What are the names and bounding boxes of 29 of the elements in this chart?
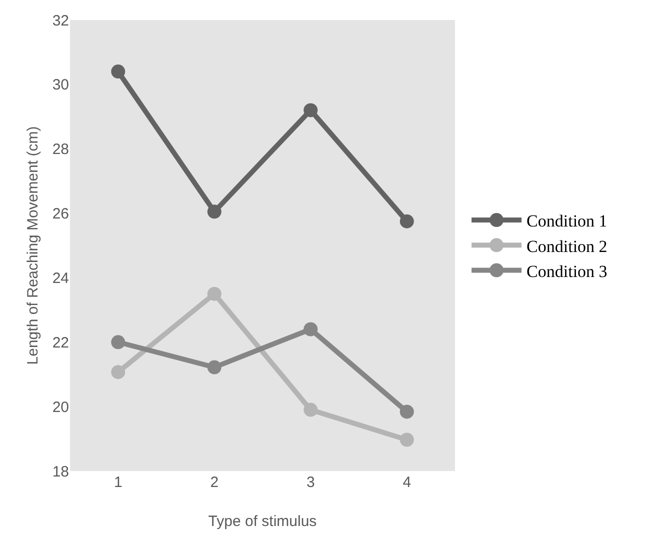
point	[400, 432, 414, 447]
point	[304, 322, 318, 336]
y-tick-label: 18	[52, 463, 69, 480]
legend-label: Condition 2	[526, 236, 608, 256]
x-tick-label: 2	[210, 474, 219, 491]
y-tick-label: 26	[52, 206, 69, 223]
y-tick-label: 22	[52, 334, 69, 352]
point	[304, 402, 318, 417]
point	[207, 286, 222, 301]
y-tick-label: 24	[52, 270, 69, 287]
y-tick-label: 28	[52, 141, 69, 158]
point	[111, 64, 126, 79]
point	[400, 214, 414, 228]
y-tick-label: 32	[52, 12, 69, 30]
legend-label: Condition 1	[526, 212, 608, 231]
y-tick-label: 30	[52, 76, 69, 94]
y-tick-label: 20	[52, 398, 69, 416]
point	[207, 360, 222, 374]
x-axis-title: Type of stimulus	[208, 513, 317, 530]
x-tick-label: 3	[306, 474, 315, 491]
y-axis-title: Length of Reaching Movement (cm)	[24, 126, 42, 365]
x-tick-label: 1	[114, 474, 122, 491]
x-tick-label: 4	[402, 474, 412, 491]
legend-label: Condition 3	[526, 262, 608, 281]
point	[304, 103, 318, 118]
point	[111, 365, 126, 380]
point	[400, 404, 414, 419]
point	[207, 204, 222, 219]
point	[111, 335, 126, 350]
